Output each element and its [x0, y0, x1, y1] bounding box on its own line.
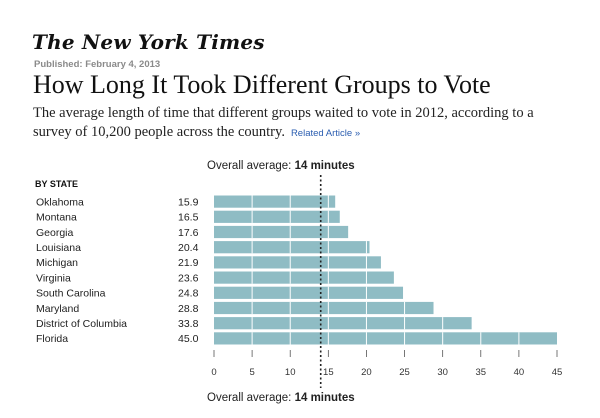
bar — [214, 286, 404, 299]
x-tick-label: 40 — [514, 367, 525, 378]
bar — [214, 225, 349, 239]
state-label: Louisiana — [36, 242, 81, 254]
overall-average-prefix: Overall average: — [207, 160, 295, 172]
overall-average-bottom: Overall average: 14 minutes — [207, 392, 355, 404]
state-label: Georgia — [36, 227, 74, 239]
state-label: Maryland — [36, 303, 79, 315]
bar-value-label: 15.9 — [178, 196, 199, 208]
x-tick-label: 0 — [211, 367, 216, 378]
bar — [214, 332, 557, 345]
bar-value-label: 16.5 — [178, 212, 199, 224]
masthead-logo[interactable]: The New York Times — [32, 30, 265, 54]
state-label: Michigan — [36, 257, 78, 269]
state-label: Florida — [36, 333, 68, 345]
x-tick-label: 20 — [361, 367, 372, 378]
subtitle-text: The average length of time that differen… — [33, 105, 534, 140]
x-tick-label: 35 — [475, 367, 486, 378]
overall-average-value: 14 minutes — [294, 160, 355, 172]
bar — [214, 195, 336, 208]
state-label: Montana — [36, 212, 77, 224]
x-tick-label: 15 — [323, 367, 334, 378]
bar-value-label: 24.8 — [178, 288, 199, 300]
state-label: Oklahoma — [36, 196, 84, 208]
bar — [214, 301, 434, 315]
bar — [214, 271, 394, 284]
x-tick-label: 10 — [285, 367, 296, 378]
related-article-link[interactable]: Related Article » — [290, 128, 361, 139]
x-tick-label: 30 — [437, 367, 448, 378]
bar — [214, 317, 472, 330]
page-title: How Long It Took Different Groups to Vot… — [33, 70, 491, 99]
bar — [214, 210, 340, 223]
bar-value-label: 45.0 — [178, 333, 199, 345]
bar-value-label: 23.6 — [178, 272, 199, 284]
x-tick-label: 5 — [249, 367, 254, 378]
bar — [214, 256, 381, 269]
state-label: Virginia — [36, 272, 71, 284]
state-label: District of Columbia — [36, 318, 127, 330]
section-label-by-state: BY STATE — [35, 179, 79, 189]
subtitle: The average length of time that differen… — [33, 104, 573, 143]
published-date: Published: February 4, 2013 — [34, 59, 161, 70]
bar-value-label: 20.4 — [178, 242, 199, 254]
x-tick-label: 45 — [552, 367, 563, 378]
bar-value-label: 28.8 — [178, 303, 199, 315]
bar-value-label: 33.8 — [178, 318, 199, 330]
overall-average-top: Overall average: 14 minutes — [207, 160, 355, 172]
overall-average-prefix-bottom: Overall average: — [207, 392, 295, 404]
state-label: South Carolina — [36, 288, 106, 300]
overall-average-value-bottom: 14 minutes — [294, 392, 355, 404]
bar-value-label: 17.6 — [178, 227, 199, 239]
bar-value-label: 21.9 — [178, 257, 199, 269]
bar — [214, 241, 370, 254]
x-tick-label: 25 — [399, 367, 410, 378]
